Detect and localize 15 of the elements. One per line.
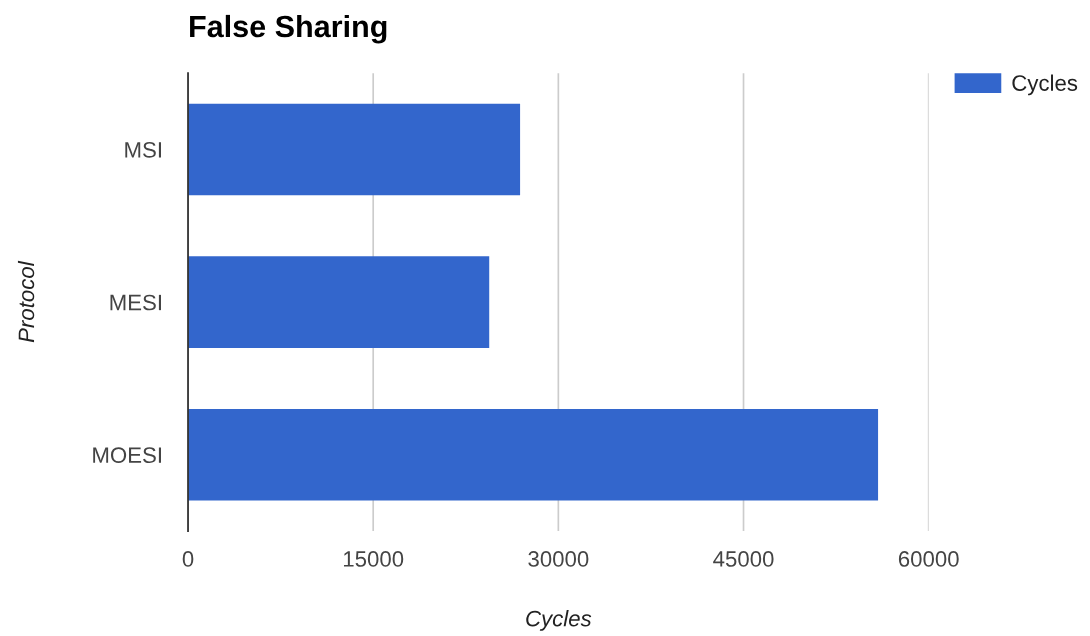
x-tick-label: 30000 (528, 551, 589, 567)
x-tick-label: 15000 (343, 551, 404, 567)
x-tick-label: 60000 (898, 551, 959, 567)
bar (188, 408, 879, 501)
chart-title: False Sharing (190, 14, 387, 44)
bar (188, 103, 521, 196)
x-tick-label: 0 (182, 551, 194, 567)
bar (188, 256, 490, 348)
y-tick-label: MOESI (93, 447, 161, 464)
legend-label: Cycles (1012, 74, 1078, 96)
x-axis-title: Cycles (526, 610, 592, 631)
y-tick-label: MSI (125, 141, 161, 158)
y-axis-title: Protocol (17, 260, 35, 343)
y-tick-label: MESI (110, 294, 161, 311)
x-tick-label: 45000 (713, 551, 774, 567)
